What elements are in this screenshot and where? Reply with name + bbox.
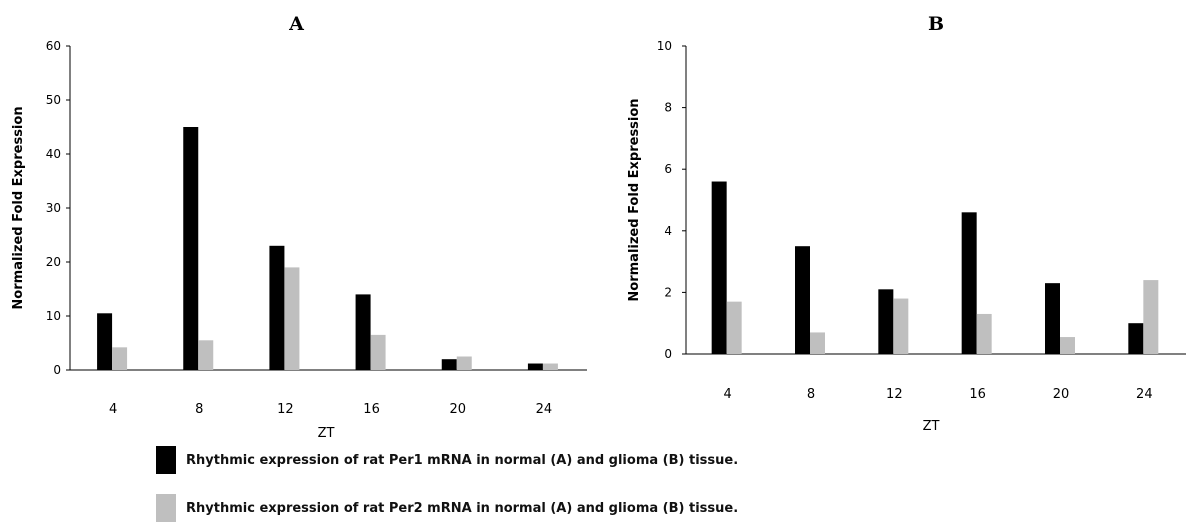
chart-a: 0 10 20 30 40 50 60 4 8 12 16 20 24 A ZT Normalized Fol… bbox=[11, 13, 587, 441]
y-tick-label-b: 6 bbox=[664, 162, 672, 176]
y-tick-label-a: 0 bbox=[53, 363, 61, 377]
bar-b-per1-12 bbox=[878, 289, 894, 354]
bar-b-per1-24 bbox=[1128, 323, 1144, 354]
x-tick-label-b: 16 bbox=[969, 387, 986, 402]
y-tick-label-a: 50 bbox=[46, 93, 61, 107]
x-tick-label-a: 16 bbox=[363, 402, 380, 417]
chart-title-a: A bbox=[288, 13, 304, 35]
legend-swatch-per2 bbox=[156, 494, 176, 522]
x-tick-label-a: 12 bbox=[277, 402, 294, 417]
bar-b-per1-4 bbox=[711, 181, 727, 354]
x-axis-label-a: ZT bbox=[318, 426, 335, 441]
bar-b-per1-16 bbox=[961, 212, 977, 354]
x-tick-label-a: 8 bbox=[195, 402, 203, 417]
bar-b-per2-16 bbox=[976, 313, 992, 354]
y-axis-label-b: Normalized Fold Expression bbox=[627, 98, 642, 301]
x-tick-label-a: 4 bbox=[109, 402, 117, 417]
y-axis-label-a: Normalized Fold Expression bbox=[11, 106, 26, 309]
y-tick-label-b: 10 bbox=[657, 39, 672, 53]
y-tick-label-b: 4 bbox=[664, 224, 672, 238]
x-tick-label-b: 24 bbox=[1136, 387, 1153, 402]
y-tick-label-b: 8 bbox=[664, 101, 672, 115]
bar-b-per1-8 bbox=[795, 246, 810, 354]
x-tick-label-b: 4 bbox=[724, 387, 732, 402]
x-tick-label-a: 24 bbox=[536, 402, 553, 417]
bar-a-per1-16 bbox=[355, 294, 371, 370]
bar-a-per2-12 bbox=[284, 267, 300, 370]
y-tick-label-a: 30 bbox=[46, 201, 61, 215]
bar-a-per1-24 bbox=[527, 363, 543, 370]
x-tick-label-b: 12 bbox=[886, 387, 903, 402]
legend-item-per1: Rhythmic expression of rat Per1 mRNA in … bbox=[156, 446, 738, 474]
bar-a-per2-24 bbox=[542, 363, 558, 370]
x-tick-label-b: 20 bbox=[1053, 387, 1070, 402]
bar-b-per2-4 bbox=[726, 301, 742, 354]
bar-a-per2-20 bbox=[456, 356, 472, 370]
x-axis-label-b: ZT bbox=[923, 419, 940, 434]
y-tick-label-a: 20 bbox=[46, 255, 61, 269]
legend-item-per2: Rhythmic expression of rat Per2 mRNA in … bbox=[156, 494, 738, 522]
bar-a-per2-8 bbox=[198, 340, 214, 370]
bar-a-per1-4 bbox=[97, 313, 113, 370]
bar-b-per2-20 bbox=[1060, 337, 1075, 354]
y-tick-label-a: 60 bbox=[46, 39, 61, 53]
bar-a-per2-4 bbox=[112, 347, 128, 370]
y-tick-label-a: 10 bbox=[46, 309, 61, 323]
bar-a-per1-20 bbox=[441, 359, 457, 370]
bar-b-per2-8 bbox=[810, 332, 825, 354]
bar-b-per1-20 bbox=[1045, 283, 1060, 354]
bar-a-per2-16 bbox=[370, 334, 386, 370]
bar-b-per2-24 bbox=[1143, 280, 1159, 354]
x-tick-label-b: 8 bbox=[807, 387, 815, 402]
bar-a-per1-8 bbox=[183, 127, 199, 370]
y-tick-label-b: 2 bbox=[664, 285, 672, 299]
legend-swatch-per1 bbox=[156, 446, 176, 474]
bar-b-per2-12 bbox=[893, 298, 909, 354]
legend-label-per2: Rhythmic expression of rat Per2 mRNA in … bbox=[186, 500, 739, 516]
x-tick-label-a: 20 bbox=[449, 402, 466, 417]
y-tick-label-a: 40 bbox=[46, 147, 61, 161]
chart-title-b: B bbox=[928, 13, 944, 35]
y-tick-label-b: 0 bbox=[664, 347, 672, 361]
legend-label-per1: Rhythmic expression of rat Per1 mRNA in … bbox=[186, 452, 739, 468]
bar-a-per1-12 bbox=[269, 245, 285, 370]
